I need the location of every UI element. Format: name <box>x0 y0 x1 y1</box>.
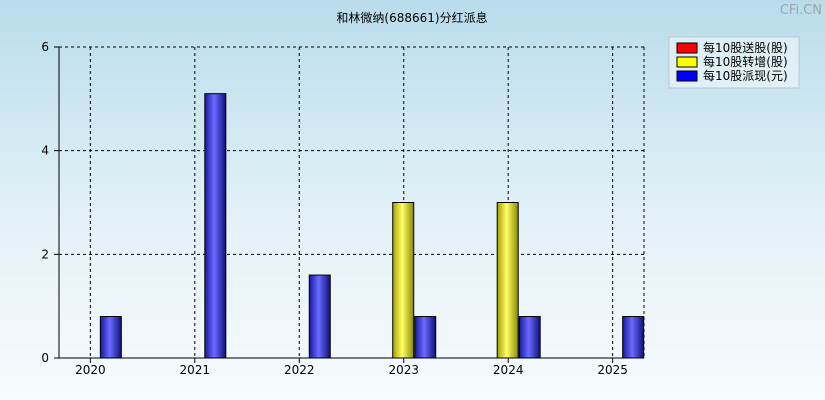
legend-label-1: 每10股转增(股) <box>703 54 788 69</box>
y-tick-label: 6 <box>41 40 49 54</box>
x-tick-label: 2023 <box>388 363 419 377</box>
legend-label-0: 每10股送股(股) <box>703 40 788 55</box>
bar-2-2021 <box>204 93 227 359</box>
bar-1-2024 <box>496 202 519 359</box>
y-tick-label: 4 <box>41 144 49 158</box>
legend-swatch-1 <box>676 56 698 68</box>
x-tick-label: 2021 <box>180 363 211 377</box>
x-tick-label: 2025 <box>597 363 628 377</box>
plot-area <box>59 46 645 358</box>
bars-group <box>99 93 645 359</box>
x-tick-label: 2020 <box>75 363 106 377</box>
legend-swatch-0 <box>676 42 698 54</box>
y-tick-label: 2 <box>41 247 49 261</box>
bar-2-2020 <box>99 316 122 359</box>
watermark-text: CFi.CN <box>780 3 822 18</box>
bar-2-2024 <box>518 316 541 359</box>
legend-label-2: 每10股派现(元) <box>703 68 788 83</box>
bar-2-2023 <box>414 316 437 359</box>
x-tick-label: 2024 <box>493 363 524 377</box>
chart-title: 和林微纳(688661)分红派息 <box>336 10 487 25</box>
legend-swatch-2 <box>676 70 698 82</box>
x-tick-label: 2022 <box>284 363 315 377</box>
legend: 每10股送股(股)每10股转增(股)每10股派现(元) <box>668 36 800 89</box>
y-tick-label: 0 <box>41 351 49 365</box>
bar-2-2025 <box>622 316 645 359</box>
bar-1-2023 <box>392 202 415 359</box>
axes-group: 0 2 4 6 2020 2021 2022 2023 2024 2025 <box>41 40 644 377</box>
bar-2-2022 <box>308 274 331 359</box>
